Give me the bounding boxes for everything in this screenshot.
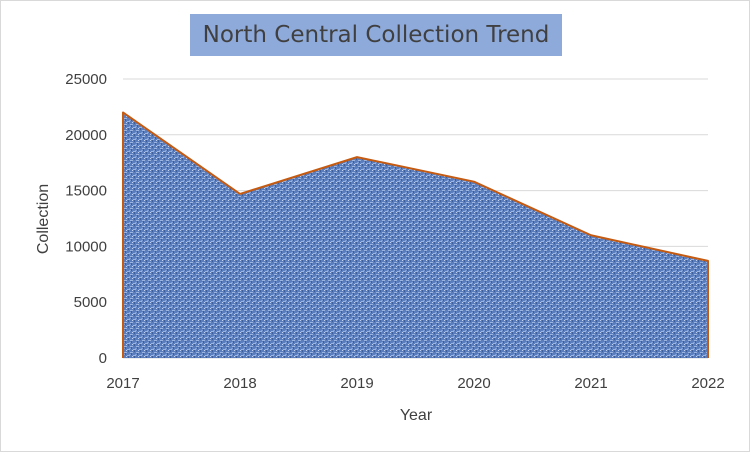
area-fill bbox=[123, 112, 708, 358]
y-tick-label: 25000 bbox=[65, 71, 107, 88]
y-tick-label: 20000 bbox=[65, 127, 107, 144]
x-tick-label: 2019 bbox=[340, 375, 373, 392]
chart-title: North Central Collection Trend bbox=[202, 22, 550, 48]
y-tick-label: 10000 bbox=[65, 238, 107, 255]
area-series bbox=[122, 111, 709, 358]
y-tick-label: 5000 bbox=[74, 294, 107, 311]
x-tick-label: 2018 bbox=[223, 375, 256, 392]
x-tick-label: 2022 bbox=[691, 375, 724, 392]
chart-title-box: North Central Collection Trend bbox=[190, 14, 562, 56]
area-outline bbox=[122, 111, 709, 358]
x-axis-title: Year bbox=[400, 407, 433, 424]
x-axis-ticks: 2017 2018 2019 2020 2021 2022 bbox=[106, 375, 724, 392]
x-tick-label: 2017 bbox=[106, 375, 139, 392]
y-tick-label: 0 bbox=[99, 350, 107, 367]
y-axis-title: Collection bbox=[35, 184, 52, 254]
x-tick-label: 2020 bbox=[457, 375, 490, 392]
y-axis-ticks: 0 5000 10000 15000 20000 25000 bbox=[65, 71, 107, 367]
x-tick-label: 2021 bbox=[574, 375, 607, 392]
y-tick-label: 15000 bbox=[65, 183, 107, 200]
